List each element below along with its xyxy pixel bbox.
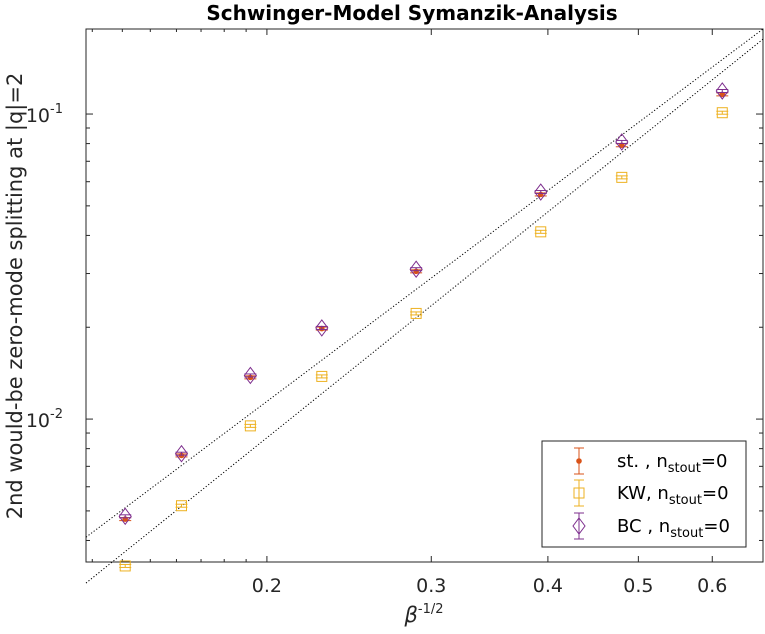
legend: st. , nstout=0 KW, nstout=0 BC , nstout=0 (541, 440, 747, 548)
marker-kw (616, 171, 628, 183)
legend-label-st: st. , nstout=0 (617, 451, 727, 476)
y-tick-label: 10-2 (26, 407, 63, 432)
marker-kw (535, 226, 547, 238)
marker-kw (119, 560, 131, 572)
marker-bc (409, 260, 423, 279)
legend-entry-st: st. , nstout=0 (574, 447, 727, 476)
marker-kw (716, 107, 728, 119)
series-bc (118, 82, 729, 526)
y-tick-label: 10-1 (26, 102, 63, 127)
y-axis-ticks: 10-2 10-1 (26, 102, 763, 541)
marker-bc (615, 133, 629, 151)
legend-marker-bc (572, 517, 586, 535)
marker-bc (715, 82, 729, 100)
x-tick-label: 0.4 (533, 575, 563, 597)
x-tick-label: 0.6 (697, 575, 727, 597)
legend-label-kw: KW, nstout=0 (617, 483, 729, 508)
fit-lines (85, 28, 764, 584)
series-kw (119, 107, 729, 572)
marker-bc (243, 366, 257, 385)
fit-lower-line (85, 38, 764, 584)
marker-kw (244, 420, 256, 432)
marker-bc (315, 319, 329, 337)
y-axis-label: 2nd would-be zero-mode splitting at |q|=… (3, 73, 28, 520)
legend-entry-bc: BC , nstout=0 (572, 512, 730, 541)
marker-kw (316, 370, 328, 382)
chart-title: Schwinger-Model Symanzik-Analysis (206, 1, 617, 25)
x-axis-ticks: 0.2 0.3 0.4 0.5 0.6 (91, 29, 727, 597)
fit-upper-line (85, 28, 764, 538)
marker-bc (174, 444, 189, 463)
legend-entry-kw: KW, nstout=0 (573, 479, 729, 508)
x-tick-label: 0.3 (416, 575, 446, 597)
x-tick-label: 0.2 (252, 575, 282, 597)
marker-bc (534, 183, 548, 201)
marker-bc (118, 507, 132, 526)
legend-marker-kw (573, 487, 585, 499)
legend-label-bc: BC , nstout=0 (617, 516, 730, 541)
legend-marker-st (576, 458, 582, 464)
data-markers (118, 82, 729, 572)
marker-kw (410, 307, 422, 319)
x-tick-label: 0.5 (623, 575, 653, 597)
marker-kw (175, 500, 187, 512)
x-axis-label: β-1/2 (403, 602, 443, 627)
